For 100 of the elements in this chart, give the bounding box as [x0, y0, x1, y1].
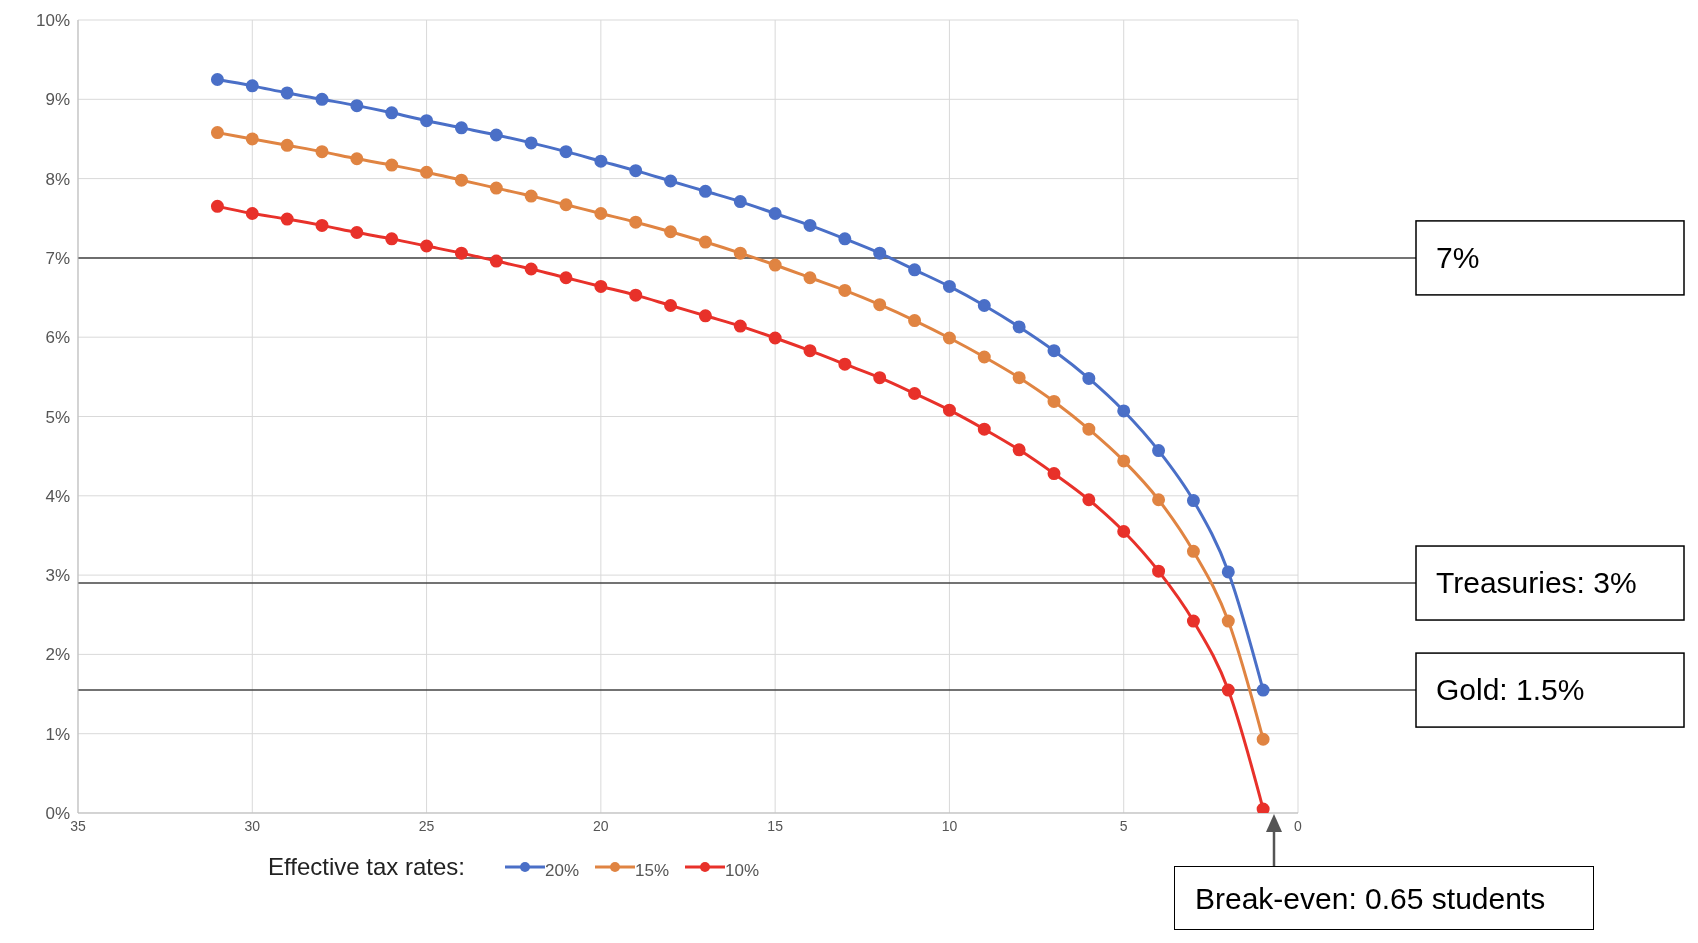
- point: [1186, 544, 1200, 558]
- point: [489, 254, 503, 268]
- x-tick-label: 10: [941, 817, 958, 834]
- point: [1186, 494, 1200, 508]
- point: [420, 114, 434, 128]
- y-tick-label: 0%: [45, 804, 70, 824]
- point: [1117, 404, 1131, 418]
- point: [489, 128, 503, 142]
- y-tick-label: 6%: [45, 328, 70, 348]
- point: [1012, 371, 1026, 385]
- point: [873, 246, 887, 260]
- point: [629, 215, 643, 229]
- point: [838, 232, 852, 246]
- point: [908, 387, 922, 400]
- point: [385, 158, 399, 172]
- legend-label: 20%: [544, 861, 580, 881]
- point: [489, 181, 503, 195]
- point: [942, 403, 956, 417]
- x-tick-label: 30: [244, 817, 261, 834]
- y-tick-label: 5%: [45, 407, 70, 427]
- x-tick-label: 35: [70, 817, 86, 834]
- ref-line-label: Gold: 1.5%: [1436, 673, 1585, 707]
- legend-title: Effective tax rates:: [268, 853, 465, 881]
- x-tick-label: 15: [767, 817, 784, 834]
- point: [838, 357, 852, 371]
- point: [873, 298, 887, 312]
- point: [454, 173, 468, 187]
- legend-label: 15%: [635, 861, 670, 881]
- point: [977, 422, 991, 436]
- point: [698, 235, 712, 249]
- point: [942, 331, 956, 345]
- x-tick-label: 0: [1294, 817, 1303, 834]
- point: [1047, 467, 1061, 481]
- x-tick-label: 5: [1119, 817, 1128, 834]
- point: [524, 136, 538, 150]
- text: Break-even: 0.65 students: [1174, 866, 1594, 930]
- point: [803, 218, 817, 232]
- point: [977, 350, 991, 364]
- point: [1117, 454, 1131, 468]
- point: [1047, 344, 1061, 358]
- point: [1256, 732, 1270, 746]
- y-tick-label: 1%: [45, 724, 70, 744]
- y-tick-label: 4%: [45, 486, 70, 506]
- point: [1152, 564, 1166, 578]
- point: [245, 206, 259, 220]
- point: [629, 164, 643, 178]
- point: [1117, 524, 1131, 538]
- point: [420, 239, 434, 253]
- point: [698, 309, 712, 323]
- y-tick-label: 3%: [45, 566, 70, 586]
- point: [1082, 493, 1096, 507]
- point: [210, 126, 224, 140]
- point: [315, 92, 329, 106]
- point: [664, 225, 678, 239]
- point: [1082, 422, 1096, 436]
- point: [1012, 443, 1026, 457]
- point: [385, 106, 399, 120]
- point: [1256, 683, 1270, 697]
- point: [315, 145, 329, 159]
- y-tick-label: 8%: [45, 169, 70, 189]
- point: [977, 298, 991, 312]
- point: [559, 145, 573, 159]
- point: [210, 199, 224, 213]
- point: [385, 232, 399, 246]
- point: [524, 262, 538, 276]
- point: [245, 79, 259, 93]
- x-tick-label: 25: [418, 817, 435, 834]
- point: [1256, 802, 1270, 813]
- point: [1082, 371, 1096, 385]
- point: [1152, 444, 1166, 458]
- legend-label: 10%: [725, 861, 760, 881]
- point: [454, 121, 468, 135]
- x-tick-label: 20: [593, 817, 609, 834]
- point: [594, 154, 608, 168]
- point: [768, 206, 782, 220]
- point: [280, 138, 294, 152]
- point: [350, 99, 364, 113]
- point: [838, 283, 852, 297]
- point: [733, 195, 747, 209]
- point: [350, 226, 364, 240]
- point: [1047, 394, 1061, 408]
- point: [908, 314, 922, 328]
- point: [733, 319, 747, 333]
- point: [559, 198, 573, 212]
- point: [803, 344, 817, 358]
- point: [1221, 614, 1235, 628]
- point: [1186, 614, 1200, 628]
- point: [420, 165, 434, 179]
- point: [873, 371, 887, 385]
- y-tick-label: 9%: [45, 90, 70, 110]
- point: [280, 212, 294, 226]
- point: [942, 279, 956, 293]
- point: [524, 189, 538, 203]
- point: [210, 72, 224, 86]
- point: [1221, 683, 1235, 697]
- point: [454, 246, 468, 260]
- y-tick-label: 2%: [45, 645, 70, 665]
- y-tick-label: 7%: [45, 248, 70, 268]
- point: [1012, 320, 1026, 334]
- point: [559, 271, 573, 285]
